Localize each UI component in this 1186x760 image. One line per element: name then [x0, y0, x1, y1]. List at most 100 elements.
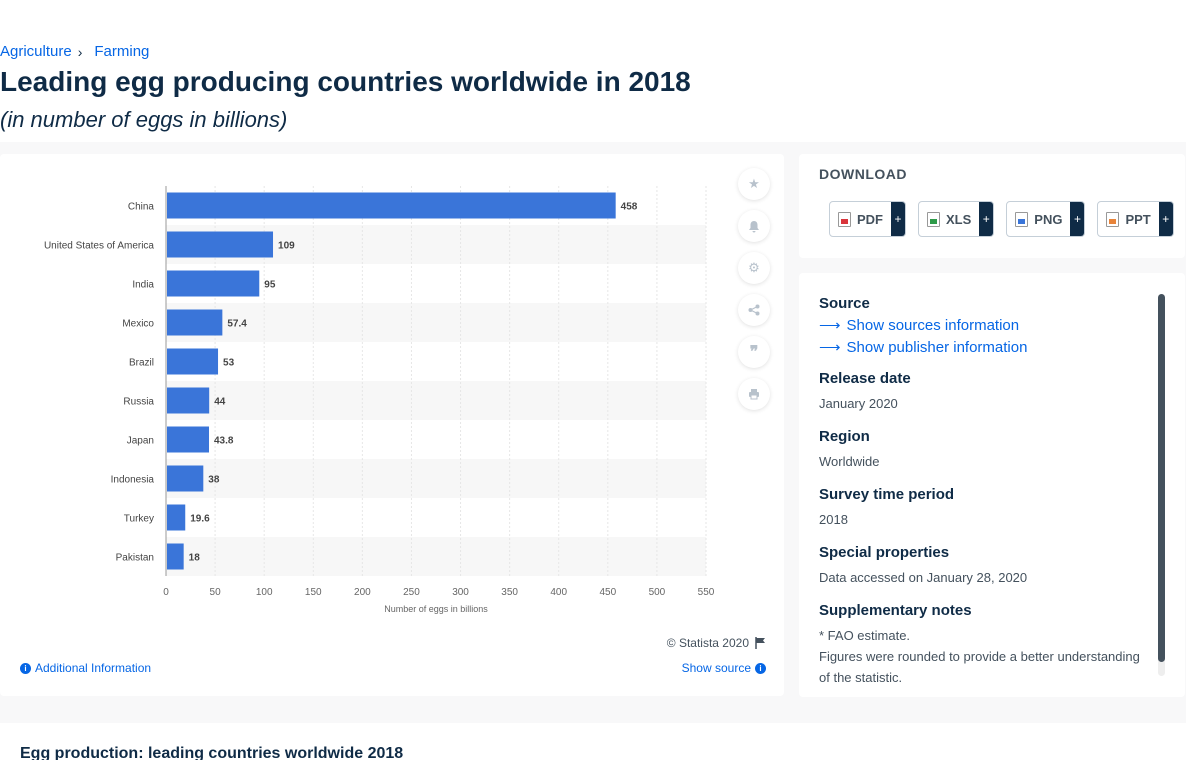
settings-button[interactable]: ⚙: [738, 252, 770, 284]
show-sources-label: Show sources information: [846, 316, 1020, 334]
info-card: Source ⟶ Show sources information ⟶ Show p…: [799, 273, 1185, 697]
notes-block: Supplementary notes * FAO estimate. Figu…: [819, 602, 1149, 688]
breadcrumb: Agriculture › Farming: [0, 43, 149, 60]
show-publisher-link[interactable]: ⟶ Show publisher information: [819, 338, 1149, 357]
category-label: Indonesia: [111, 475, 155, 486]
bar-chart: 0 50 100 150 200 250 300 350 400 450 500 550 China 45…: [44, 186, 715, 614]
survey-label: Survey time period: [819, 486, 955, 503]
ppt-file-icon: [1106, 211, 1120, 227]
png-file-icon: [1015, 211, 1029, 227]
favorite-button[interactable]: ★: [738, 168, 770, 200]
additional-info-label: Additional Information: [35, 661, 152, 675]
category-label: China: [128, 202, 155, 213]
x-tick-label: 500: [649, 587, 666, 598]
bar: [167, 348, 219, 375]
related-title: Egg production: leading countries worldw…: [20, 745, 404, 760]
data-label: 18: [189, 553, 201, 564]
download-buttons: PDF + XLS + PNG + PPT +: [829, 201, 1174, 237]
notes-line-1: * FAO estimate.: [819, 628, 911, 643]
release-label: Release date: [819, 370, 911, 387]
download-xls-button[interactable]: XLS +: [918, 201, 995, 237]
quote-icon: ❞: [749, 344, 759, 361]
data-label: 38: [208, 475, 220, 486]
info-icon: i: [755, 662, 766, 674]
print-button[interactable]: [738, 378, 770, 410]
share-button[interactable]: [738, 294, 770, 326]
region-block: Region Worldwide: [819, 428, 1149, 472]
plus-icon: +: [979, 202, 994, 236]
row-band: [166, 381, 706, 420]
region-value: Worldwide: [819, 454, 880, 469]
notes-label: Supplementary notes: [819, 602, 972, 619]
x-tick-label: 150: [305, 587, 322, 598]
category-label: United States of America: [44, 241, 154, 252]
bar: [167, 309, 223, 336]
bar: [167, 270, 260, 297]
notes-line-2: Figures were rounded to provide a better…: [819, 649, 1140, 685]
arrow-right-icon: ⟶: [819, 317, 841, 334]
x-tick-label: 350: [501, 587, 518, 598]
page-subtitle: (in number of eggs in billions): [0, 107, 288, 132]
breadcrumb-item-agriculture[interactable]: Agriculture: [0, 43, 72, 60]
download-title: DOWNLOAD: [819, 166, 907, 182]
page-title: Leading egg producing countries worldwid…: [0, 66, 691, 97]
flag-icon[interactable]: [755, 637, 766, 649]
bar: [167, 543, 184, 570]
download-pdf-button[interactable]: PDF +: [829, 201, 906, 237]
copyright-text: © Statista 2020: [666, 636, 749, 650]
special-label: Special properties: [819, 544, 950, 561]
bar: [167, 192, 616, 219]
x-tick-label: 550: [698, 587, 715, 598]
gear-icon: ⚙: [748, 260, 760, 275]
arrow-right-icon: ⟶: [819, 339, 841, 356]
category-label: Russia: [123, 397, 154, 408]
download-png-label: PNG: [1034, 211, 1063, 227]
x-tick-label: 250: [403, 587, 420, 598]
survey-value: 2018: [819, 512, 848, 527]
category-label: India: [132, 280, 154, 291]
related-section: Egg production: leading countries worldw…: [0, 723, 1186, 760]
x-tick-label: 400: [550, 587, 567, 598]
download-png-button[interactable]: PNG +: [1006, 201, 1086, 237]
download-card: DOWNLOAD PDF + XLS + PNG + PPT +: [799, 154, 1185, 258]
bar: [167, 504, 186, 531]
data-label: 57.4: [227, 319, 247, 330]
category-label: Mexico: [122, 319, 154, 330]
survey-block: Survey time period 2018: [819, 486, 1149, 530]
data-label: 19.6: [190, 514, 210, 525]
show-sources-link[interactable]: ⟶ Show sources information: [819, 316, 1149, 335]
download-xls-label: XLS: [946, 211, 972, 227]
release-block: Release date January 2020: [819, 370, 1149, 414]
x-tick-label: 300: [452, 587, 469, 598]
cite-button[interactable]: ❞: [738, 336, 770, 368]
info-icon: i: [20, 662, 31, 674]
data-label: 458: [621, 202, 638, 213]
data-label: 44: [214, 397, 226, 408]
x-tick-label: 450: [599, 587, 616, 598]
show-source-link[interactable]: Show source i: [682, 661, 766, 675]
additional-info-link[interactable]: i Additional Information: [20, 661, 151, 675]
xls-file-icon: [927, 211, 940, 227]
data-label: 109: [278, 241, 295, 252]
breadcrumb-item-farming[interactable]: Farming: [94, 43, 150, 60]
info-content: Source ⟶ Show sources information ⟶ Show p…: [819, 295, 1149, 688]
plus-icon: +: [1158, 202, 1173, 236]
x-tick-label: 100: [256, 587, 273, 598]
data-label: 95: [264, 280, 276, 291]
show-publisher-label: Show publisher information: [846, 338, 1028, 356]
special-block: Special properties Data accessed on Janu…: [819, 544, 1149, 588]
download-ppt-button[interactable]: PPT +: [1097, 201, 1174, 237]
info-scrollbar-thumb[interactable]: [1158, 294, 1165, 662]
category-label: Pakistan: [116, 553, 154, 564]
data-label: 43.8: [214, 436, 234, 447]
x-axis-title: Number of eggs in billions: [384, 604, 488, 614]
x-tick-label: 200: [354, 587, 371, 598]
row-band: [166, 303, 706, 342]
chart-card: 0 50 100 150 200 250 300 350 400 450 500 550 China 45…: [0, 154, 784, 696]
star-icon: ★: [748, 176, 760, 191]
notify-button[interactable]: [738, 210, 770, 242]
category-label: Turkey: [124, 514, 154, 525]
category-label: Japan: [127, 436, 154, 447]
share-icon: [748, 304, 760, 316]
bar: [167, 387, 210, 414]
